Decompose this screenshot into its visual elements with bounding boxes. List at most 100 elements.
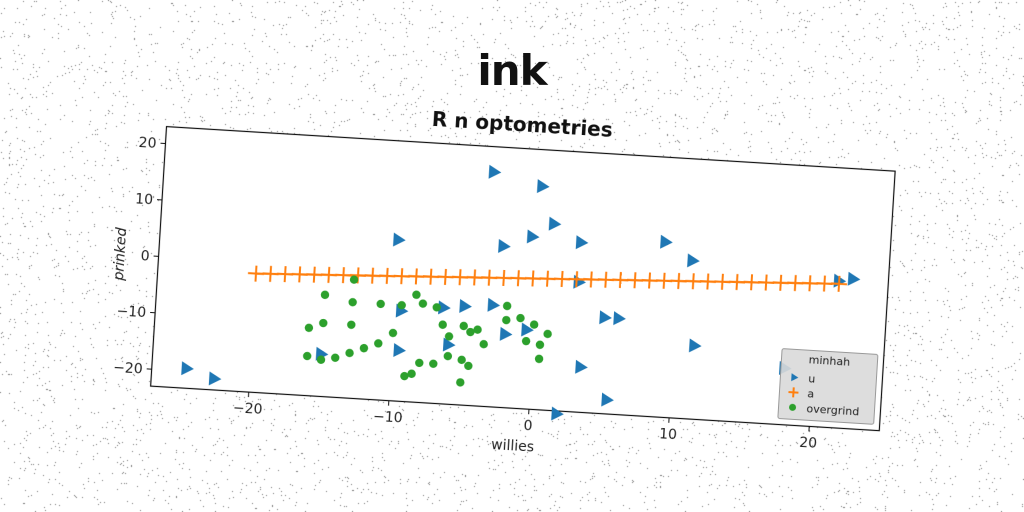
plus-point [379,267,396,284]
plus-stroke-v [531,270,535,287]
legend-title: minhah [808,353,850,369]
circle-point [407,369,416,378]
circle-point [349,275,359,284]
x-axis-label: willies [491,437,535,456]
triangle-point [487,297,501,312]
plus-stroke-v [516,270,520,287]
triangle-point [551,406,564,421]
circle-point [348,298,357,307]
legend-label-overgrind: overgrind [806,402,860,418]
circle-point [388,328,398,338]
triangle-point [208,371,222,386]
plus-point [524,270,541,287]
plus-stroke-v [618,271,622,289]
plus-stroke-v [546,270,549,287]
plus-point [393,268,410,285]
circle-point [429,359,438,368]
plus-stroke-v [575,271,579,288]
circle-point [319,318,328,328]
plus-point [422,268,439,285]
circle-point [418,299,428,308]
circle-point [359,343,369,353]
circle-point [457,355,466,365]
plus-point [510,270,527,287]
circle-point [479,339,488,349]
triangle-point [575,235,589,250]
circle-point [320,290,330,300]
plus-stroke-v [822,275,826,292]
plus-stroke-v [400,268,404,285]
plus-point [656,272,673,289]
plus-point [597,271,614,288]
circle-point [521,336,531,346]
plus-stroke-v [764,274,768,291]
triangle-point [393,232,406,247]
plus-stroke-v [706,273,710,290]
circle-point [456,378,465,387]
plus-point [801,275,818,292]
figure-suptitle: ink [477,46,547,95]
plus-point [568,271,585,288]
plus-stroke-v [589,271,593,288]
triangle-point [536,179,550,194]
circle-point [347,320,356,329]
triangle-point [660,234,673,249]
circle-point [543,329,552,339]
plus-stroke-v [662,272,666,289]
triangle-point [459,298,472,313]
plus-point [685,273,702,290]
circle-point [534,354,544,364]
y-tick-label: 0 [140,248,150,265]
plus-stroke-v [779,274,783,291]
triangle-point [791,373,799,382]
series-overgrind [302,275,552,387]
plus-stroke-v [633,272,637,289]
plus-point [408,268,425,285]
triangle-point [688,338,702,353]
plot-area: −20 −10 0 10 20 −20 −10 0 10 20 willies prinked … [101,84,922,502]
y-tick-label: −20 [113,360,143,378]
plus-stroke-v [808,275,812,292]
plus-point [451,269,469,286]
circle-point [466,327,475,337]
circle-point [502,301,512,311]
triangle-point [521,322,534,337]
x-axis-ticks: −20 −10 0 10 20 [232,392,818,452]
triangle-point [438,300,451,315]
circle-point [529,320,539,329]
plus-stroke-v [793,275,797,292]
plus-stroke-v [283,266,287,283]
plus-stroke-v [604,271,608,288]
plus-stroke-v [487,269,491,286]
circle-point [473,325,482,334]
circle-point [345,348,354,358]
legend: minhah ua overgrind [777,348,879,425]
plus-point [788,387,799,398]
triangle-point [548,216,562,231]
plus-stroke-v [414,268,418,285]
plus-stroke-v [473,269,477,286]
circle-point [376,299,385,309]
plus-stroke-v [327,266,331,283]
plus-stroke-v [792,387,795,398]
plus-point [743,274,760,291]
plus-stroke-v [837,275,841,292]
plus-point [495,269,512,287]
plus-point [816,275,833,292]
circle-point [374,339,383,348]
plus-stroke-v [429,268,433,285]
y-axis-label: prinked [111,227,130,282]
triangle-point [393,343,406,358]
legend-label-a: a [807,387,815,400]
plus-stroke-v [254,265,258,282]
x-tick-label: 10 [659,426,678,443]
plus-point [772,274,789,291]
triangle-point [599,310,612,325]
plus-stroke-v [458,269,462,286]
circle-point [502,315,511,325]
plus-point [364,267,381,284]
circle-point [438,320,447,329]
plus-stroke-v [341,267,345,284]
